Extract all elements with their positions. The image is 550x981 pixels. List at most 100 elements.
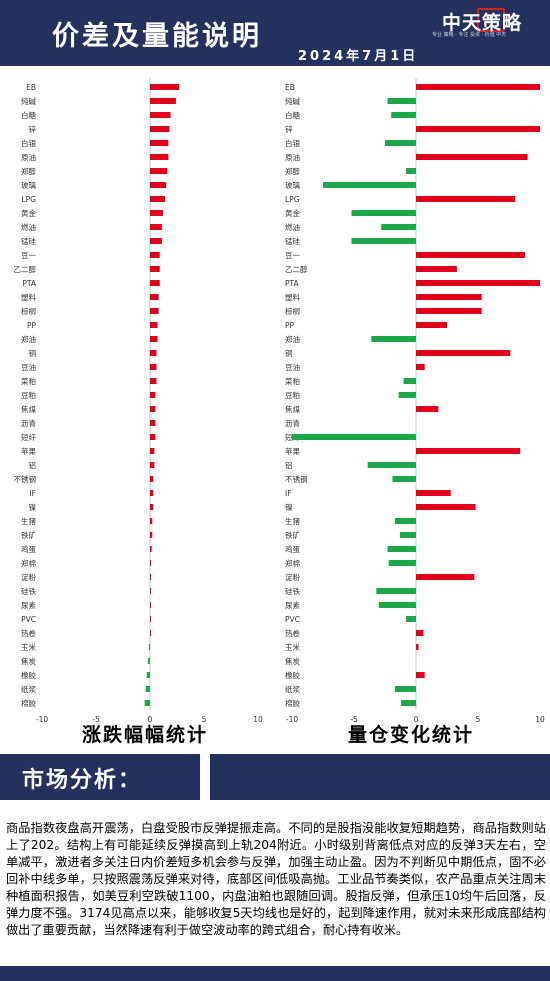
category-label: 白银 bbox=[21, 138, 36, 148]
data-bar bbox=[416, 504, 476, 510]
category-label: IF bbox=[29, 489, 36, 498]
data-bar bbox=[150, 168, 168, 174]
data-bar bbox=[385, 140, 416, 146]
data-bar bbox=[416, 364, 425, 370]
change-chart-title: 涨跌幅幅统计 bbox=[82, 724, 209, 746]
data-bar bbox=[416, 490, 451, 496]
data-bar bbox=[416, 126, 540, 132]
category-label: 白糖 bbox=[21, 110, 36, 120]
brand-logo: 中天策略 专业 策略 · 专注 投资 · 价值 中天 bbox=[432, 8, 542, 38]
category-label: 硅铁 bbox=[21, 586, 36, 596]
x-tick-label: 0 bbox=[414, 715, 419, 724]
category-label: 锌 bbox=[29, 124, 37, 134]
logo-tagline: 专业 策略 · 专注 投资 · 价值 中天 bbox=[432, 32, 507, 38]
data-bar bbox=[392, 476, 416, 482]
page-title: 价差及量能说明 bbox=[52, 21, 262, 52]
category-label: 镍 bbox=[285, 502, 293, 512]
category-label: 纯碱 bbox=[21, 96, 36, 106]
category-label: 生猪 bbox=[285, 516, 300, 526]
data-bar bbox=[401, 700, 416, 706]
category-label: PVC bbox=[285, 615, 300, 624]
data-bar bbox=[403, 378, 416, 384]
category-label: 苹果 bbox=[21, 446, 36, 456]
data-bar bbox=[147, 658, 150, 664]
category-label: 纸浆 bbox=[285, 684, 300, 694]
data-bar bbox=[416, 266, 457, 272]
x-tick-label: 10 bbox=[253, 715, 263, 724]
category-label: 棕榈 bbox=[285, 306, 300, 316]
data-bar bbox=[150, 630, 151, 636]
category-label: 原油 bbox=[21, 152, 36, 162]
category-label: IF bbox=[285, 489, 292, 498]
data-bar bbox=[144, 700, 150, 706]
data-bar bbox=[150, 336, 158, 342]
header-banner bbox=[0, 0, 550, 66]
category-label: 铜 bbox=[29, 348, 37, 358]
category-label: 尿素 bbox=[285, 600, 300, 610]
data-bar bbox=[416, 630, 424, 636]
data-bar bbox=[416, 672, 425, 678]
category-label: 镍 bbox=[29, 502, 37, 512]
category-label: 豆油 bbox=[285, 362, 300, 372]
x-tick-label: -10 bbox=[36, 715, 48, 724]
data-bar bbox=[150, 140, 169, 146]
data-bar bbox=[416, 350, 511, 356]
x-tick-label: 5 bbox=[476, 715, 481, 724]
category-label: 苹果 bbox=[285, 446, 300, 456]
category-label: LPG bbox=[21, 195, 36, 204]
data-bar bbox=[416, 84, 540, 90]
category-label: 铁矿 bbox=[285, 530, 300, 540]
x-tick-label: 5 bbox=[202, 715, 207, 724]
category-label: 豆粕 bbox=[21, 390, 36, 400]
x-tick-label: -5 bbox=[350, 715, 358, 724]
category-label: 铁矿 bbox=[21, 530, 36, 540]
category-label: 豆一 bbox=[285, 251, 300, 260]
data-bar bbox=[150, 280, 160, 286]
category-label: 焦炭 bbox=[285, 656, 300, 666]
data-bar bbox=[150, 294, 159, 300]
data-bar bbox=[406, 616, 416, 622]
category-label: 燃油 bbox=[285, 222, 300, 232]
category-label: 橡胶 bbox=[21, 670, 36, 680]
data-bar bbox=[150, 476, 154, 482]
section-title: 市场分析： bbox=[22, 768, 143, 793]
data-bar bbox=[378, 602, 416, 608]
data-bar bbox=[150, 420, 156, 426]
category-label: 菜粕 bbox=[21, 376, 36, 386]
data-bar bbox=[150, 546, 152, 552]
data-bar bbox=[150, 616, 151, 622]
data-bar bbox=[371, 336, 416, 342]
category-label: 纸浆 bbox=[21, 684, 36, 694]
data-bar bbox=[150, 266, 160, 272]
category-label: 硅铁 bbox=[285, 586, 300, 596]
data-bar bbox=[146, 672, 150, 678]
category-label: 热卷 bbox=[285, 628, 300, 638]
category-label: 塑料 bbox=[21, 292, 36, 302]
category-label: PP bbox=[285, 321, 295, 330]
category-label: 黄金 bbox=[21, 208, 36, 218]
data-bar bbox=[391, 112, 416, 118]
data-bar bbox=[150, 588, 151, 594]
category-label: 黄金 bbox=[285, 208, 300, 218]
category-label: 橡胶 bbox=[285, 670, 300, 680]
data-bar bbox=[416, 154, 528, 160]
data-bar bbox=[150, 224, 162, 230]
data-bar bbox=[150, 434, 156, 440]
category-label: LPG bbox=[285, 195, 300, 204]
data-bar bbox=[150, 532, 153, 538]
category-label: 短纤 bbox=[21, 432, 36, 442]
category-label: 郑油 bbox=[285, 334, 300, 344]
category-label: 乙二醇 bbox=[14, 264, 37, 274]
report-date: 2024年7月1日 bbox=[298, 49, 419, 64]
data-bar bbox=[394, 686, 416, 692]
data-bar bbox=[150, 560, 152, 566]
category-label: 郑棉 bbox=[21, 558, 36, 568]
data-bar bbox=[387, 546, 416, 552]
category-label: 纯碱 bbox=[285, 96, 300, 106]
data-bar bbox=[292, 434, 416, 440]
data-bar bbox=[416, 308, 482, 314]
category-label: 郑醇 bbox=[285, 166, 300, 176]
category-label: 锰硅 bbox=[21, 236, 36, 246]
